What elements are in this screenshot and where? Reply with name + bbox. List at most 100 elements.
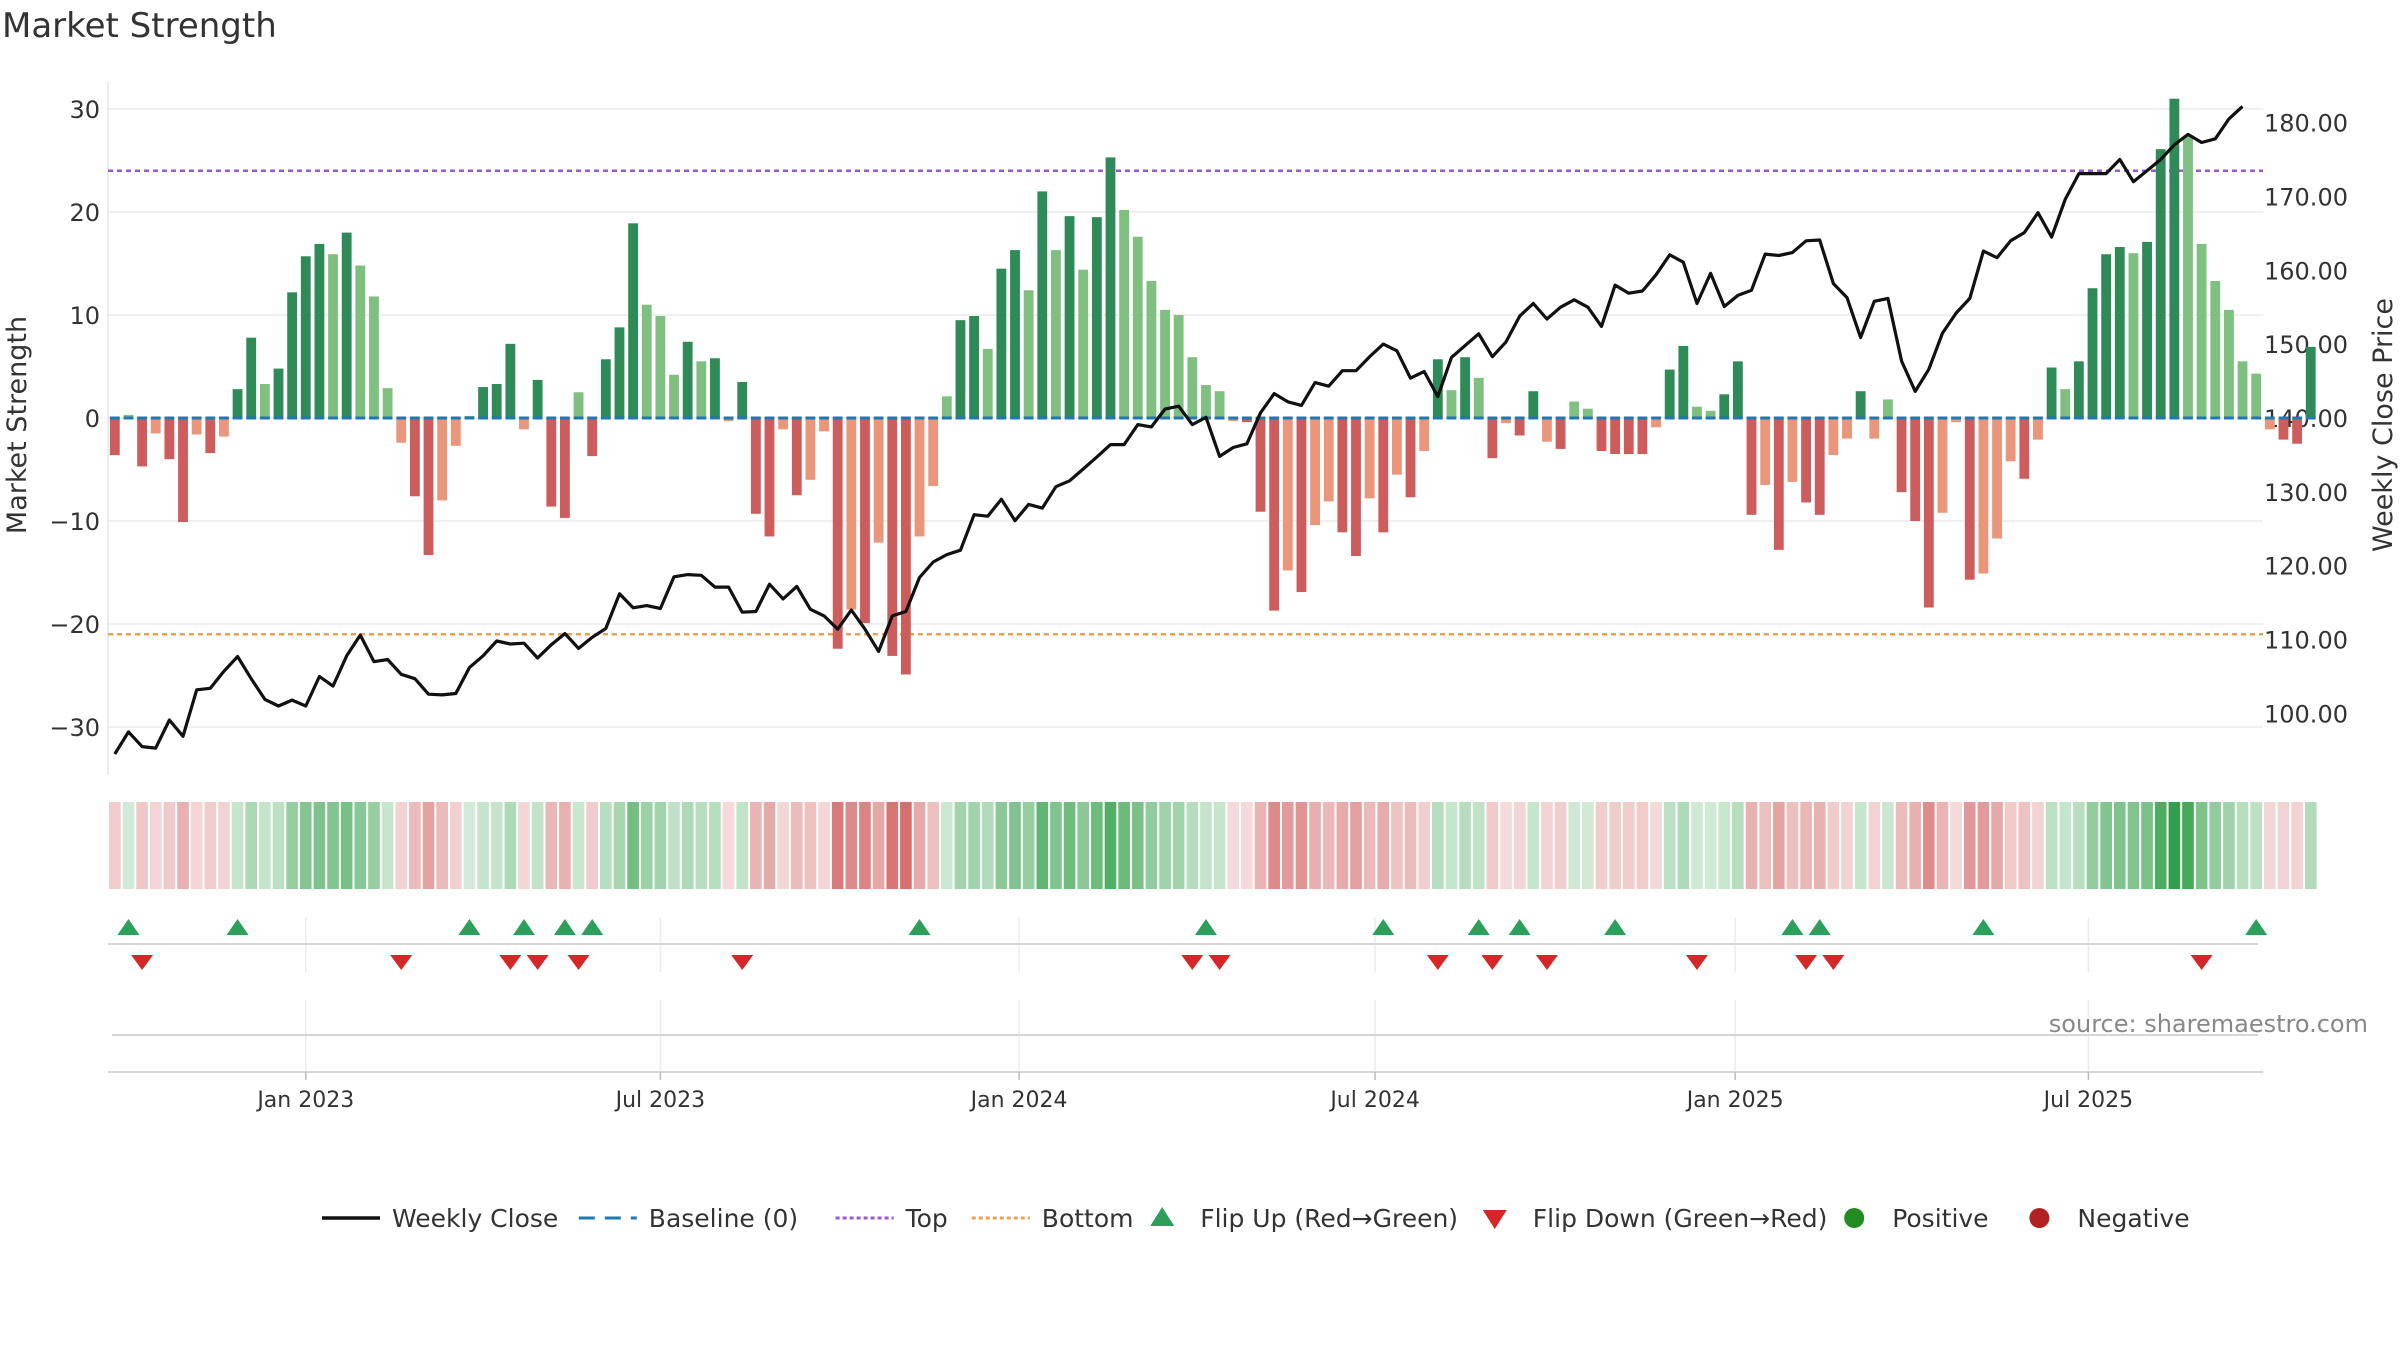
legend-item: Baseline (0) [578,1204,798,1233]
strength-bar [1760,418,1771,485]
heat-cell [627,802,639,889]
strength-bar [1964,418,1975,580]
heat-cell [1813,802,1826,889]
flip-up-marker [1372,919,1395,935]
strength-bar [914,418,925,537]
strength-bar [600,359,611,418]
heat-cell [327,802,339,889]
heat-cell [1336,802,1349,889]
strength-bar [873,418,884,543]
strength-bar [2019,418,2030,479]
strength-bar [1241,418,1252,423]
heat-cell [2086,802,2099,889]
legend-label: Top [905,1204,948,1233]
heat-cell [2141,802,2153,889]
heat-cell [913,802,926,889]
legend-label: Negative [2077,1204,2189,1233]
strength-bar [2210,281,2221,418]
heat-cell [2277,802,2290,889]
heat-cell [1241,802,1253,889]
strength-bar [955,320,966,418]
strength-bar [1201,385,1211,418]
strength-bar [1296,418,1307,593]
strength-bar [1828,418,1839,456]
heat-cell [1227,802,1240,889]
strength-bar [423,418,434,555]
heat-cell [777,802,789,889]
heat-cell [122,802,135,889]
strength-bar [382,388,393,418]
heat-cell [518,802,530,889]
y-tick-label: 20 [69,199,100,227]
strength-bar [614,327,625,418]
flip-up-icon [1150,1207,1175,1226]
heat-cell [2250,802,2262,889]
heat-cell [1650,802,1662,889]
heat-cell [1295,802,1308,889]
strength-bar [1119,209,1130,418]
strength-bar [505,343,516,418]
strength-bar [1078,269,1089,418]
strength-heat-strip [109,802,2317,889]
strength-bar [1569,401,1580,418]
strength-bar [1896,418,1907,493]
x-tick-label: Jan 2023 [255,1088,354,1113]
strength-bar [1692,406,1702,418]
strength-bar [1623,418,1634,455]
heat-cell [2154,802,2167,889]
heat-cell [654,802,667,889]
heat-cell [1936,802,1949,889]
strength-bar [273,368,284,418]
strength-bar [1351,418,1361,557]
strength-bar [1432,359,1443,418]
heat-cell [1363,802,1376,889]
heat-cell [2073,802,2085,889]
flip-down-marker [1426,955,1449,970]
heat-cell [436,802,448,889]
heat-cell [545,802,558,889]
heat-cell [1882,802,1894,889]
y-tick-label: −20 [49,611,100,639]
heat-cell [477,802,489,889]
legend-item: Top [835,1204,948,1233]
heat-cell [1200,802,1212,889]
strength-bar [1146,281,1157,418]
source-label: source: sharemaestro.com [2049,1010,2368,1038]
strength-bar [1187,357,1198,418]
strength-bar [846,418,857,610]
strength-bar [1132,236,1143,418]
strength-bar [1910,418,1921,521]
heat-cell [504,802,517,889]
strength-bar [560,418,570,518]
strength-bar [519,418,529,430]
heat-cell [272,802,285,889]
strength-bar [1064,216,1075,418]
strength-bar [1651,418,1661,428]
strength-bar [109,418,120,456]
heat-cell [681,802,694,889]
strength-bar [1992,418,2002,539]
heat-cell [2018,802,2031,889]
y2-tick-label: 110.00 [2264,627,2348,655]
heat-cell [1759,802,1771,889]
strength-bar [1582,408,1593,418]
heat-cell [872,802,885,889]
heat-cell [1609,802,1621,889]
flip-down-marker [731,955,754,970]
heat-cell [1186,802,1199,889]
heat-cell [1322,802,1335,889]
strength-bar [259,384,270,418]
flip-up-marker [1972,919,1995,935]
heat-cell [1118,802,1130,889]
strength-bar [1951,418,1962,423]
heat-cell [340,802,353,889]
strength-bar [764,418,775,537]
strength-bar [1637,418,1648,455]
strength-bar [1173,315,1184,418]
legend-item: Bottom [971,1204,1134,1233]
x-axis-ticks: Jan 2023 Jul 2023 Jan 2024 Jul 2024 Jan 2025… [255,1072,2133,1113]
heat-cell [1445,802,1458,889]
legend-label: Weekly Close [392,1204,558,1233]
strength-bar [669,374,679,418]
heat-cell [1213,802,1226,889]
